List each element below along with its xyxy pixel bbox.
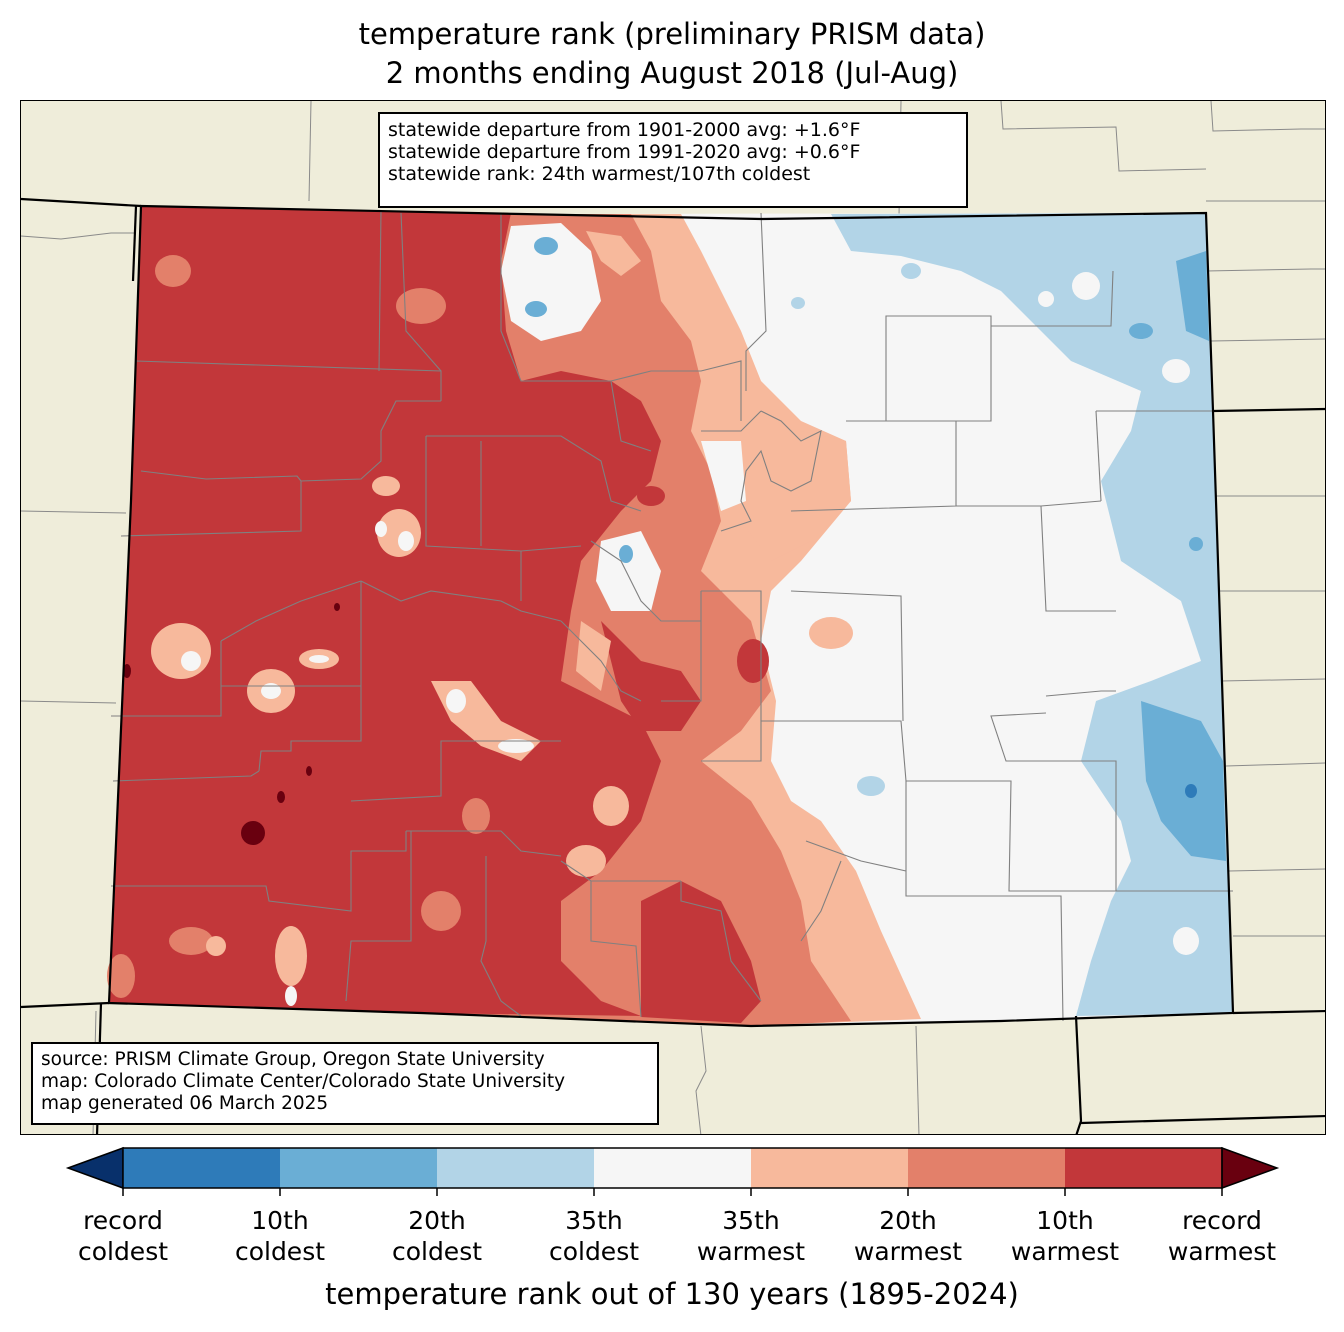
colorbar-label-record-warmest: record warmest	[1167, 1206, 1277, 1266]
colorbar-segment-7	[1065, 1148, 1222, 1188]
colorbar-segment-5	[751, 1148, 908, 1188]
colorbar-label-35th-warmest: 35th warmest	[696, 1206, 806, 1266]
colorbar-arrow-left	[65, 1146, 124, 1190]
map-title-line-2: 2 months ending August 2018 (Jul-Aug)	[385, 56, 959, 90]
colorbar-segment-4	[594, 1148, 751, 1188]
stats-departure-1991-2020: statewide departure from 1991-2020 avg: …	[388, 141, 861, 163]
map-title-line-1: temperature rank (preliminary PRISM data…	[358, 17, 986, 51]
colorbar-label-record-coldest: record coldest	[77, 1206, 169, 1266]
colorbar-segment-6	[908, 1148, 1065, 1188]
colorbar-label-20th-coldest: 20th coldest	[391, 1206, 483, 1266]
colorbar-label-35th-coldest: 35th coldest	[548, 1206, 640, 1266]
colorbar-label-20th-warmest: 20th warmest	[853, 1206, 963, 1266]
colorbar	[65, 1146, 1280, 1196]
stats-departure-1901-2000: statewide departure from 1901-2000 avg: …	[388, 119, 861, 141]
state-rank-fill	[107, 206, 1233, 1026]
colorbar-segment-1	[123, 1148, 280, 1188]
source-attribution-box: source: PRISM Climate Group, Oregon Stat…	[31, 1042, 659, 1125]
map-credit-line: map: Colorado Climate Center/Colorado St…	[41, 1071, 566, 1092]
county-boundaries	[111, 210, 1233, 1022]
map-frame	[20, 100, 1326, 1135]
colorbar-axis-label: temperature rank out of 130 years (1895-…	[325, 1277, 1019, 1311]
stats-statewide-rank: statewide rank: 24th warmest/107th colde…	[388, 163, 811, 185]
statewide-stats-box: statewide departure from 1901-2000 avg: …	[378, 112, 968, 208]
colorbar-arrow-right	[1221, 1146, 1280, 1190]
colorbar-ticks	[122, 1188, 1223, 1196]
colorbar-label-10th-warmest: 10th warmest	[1010, 1206, 1120, 1266]
colorbar-segment-3	[437, 1148, 594, 1188]
generated-date-line: map generated 06 March 2025	[41, 1093, 329, 1114]
colorbar-label-10th-coldest: 10th coldest	[234, 1206, 326, 1266]
colorbar-segment-2	[280, 1148, 437, 1188]
source-line: source: PRISM Climate Group, Oregon Stat…	[41, 1049, 545, 1070]
colorado-temperature-rank-map	[21, 101, 1325, 1134]
